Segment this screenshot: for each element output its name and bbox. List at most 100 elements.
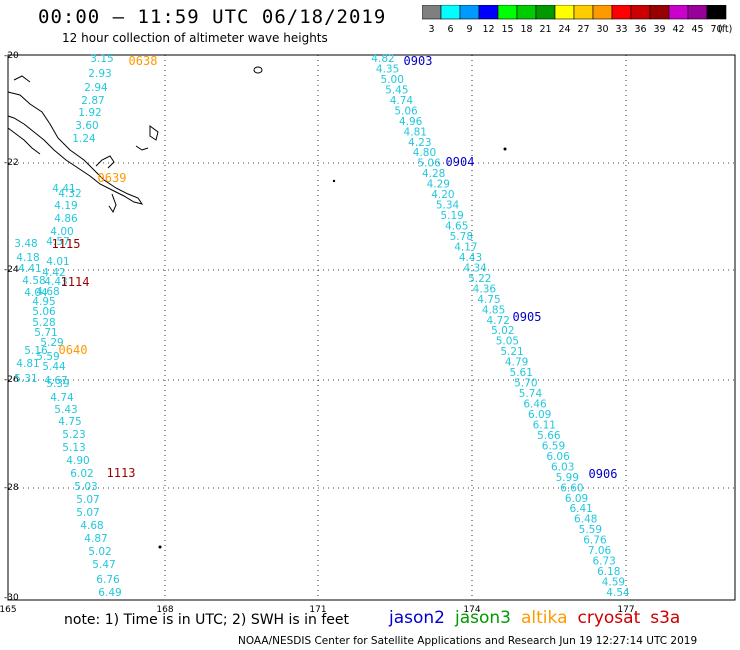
colorbar-label: 12 bbox=[482, 24, 494, 35]
longitude-tick-label: 165 bbox=[0, 605, 17, 615]
jason2-swh-value: 4.82 bbox=[371, 53, 394, 65]
jason2-time-label: 0903 bbox=[404, 54, 433, 68]
altika-swh-value: 4.95 bbox=[32, 296, 55, 308]
credit-line: NOAA/NESDIS Center for Satellite Applica… bbox=[238, 635, 698, 647]
colorbar-label: 6 bbox=[447, 24, 453, 35]
colorbar-label: 9 bbox=[466, 24, 472, 35]
jason2-swh-value: 5.21 bbox=[500, 346, 523, 358]
cryosat-swh-value: 5.43 bbox=[54, 404, 77, 416]
altika-swh-value: 5.71 bbox=[34, 327, 57, 339]
jason2-swh-value: 5.06 bbox=[417, 158, 441, 170]
jason2-swh-value: 5.19 bbox=[440, 210, 463, 222]
colorbar-label: 42 bbox=[672, 24, 684, 35]
coastline bbox=[7, 127, 41, 155]
jason2-swh-value: 5.99 bbox=[556, 472, 579, 484]
latitude-tick-label: -30 bbox=[4, 593, 19, 603]
cryosat-swh-value: 4.18 bbox=[16, 252, 39, 264]
altika-swh-value: 5.06 bbox=[32, 306, 56, 318]
legend-altika: altika bbox=[521, 608, 568, 628]
longitude-tick-label: 177 bbox=[617, 605, 634, 615]
jason2-swh-value: 4.96 bbox=[399, 116, 423, 128]
jason2-swh-value: 4.35 bbox=[376, 63, 399, 75]
colorbar-label: 27 bbox=[577, 24, 589, 35]
jason2-swh-value: 5.61 bbox=[510, 367, 533, 379]
jason2-time-label: 0906 bbox=[589, 467, 618, 481]
legend-s3a: s3a bbox=[650, 608, 681, 628]
jason2-swh-value: 6.46 bbox=[523, 399, 547, 411]
cryosat-swh-value: 5.47 bbox=[92, 559, 115, 571]
jason2-time-label: 0905 bbox=[513, 310, 542, 324]
jason2-swh-value: 4.36 bbox=[473, 283, 497, 295]
island-dot bbox=[158, 545, 162, 549]
altika-swh-value: 5.44 bbox=[42, 361, 66, 373]
cryosat-swh-value: 4.04 bbox=[24, 287, 48, 299]
jason2-swh-value: 6.18 bbox=[597, 566, 620, 578]
jason2-swh-value: 6.41 bbox=[569, 503, 592, 515]
colorbar-label: 30 bbox=[596, 24, 608, 35]
altika-swh-value: 5.31 bbox=[14, 373, 37, 385]
altika-swh-value: 4.57 bbox=[46, 236, 69, 248]
jason2-swh-value: 6.11 bbox=[533, 419, 556, 431]
colorbar-label: 33 bbox=[615, 24, 627, 35]
altika-swh-value: 4.43 bbox=[44, 276, 67, 288]
legend-jason2: jason2 bbox=[389, 608, 445, 628]
cryosat-swh-value: 4.74 bbox=[50, 392, 74, 404]
jason2-swh-value: 4.59 bbox=[602, 577, 625, 589]
island-dot bbox=[503, 147, 507, 151]
latitude-tick-label: -20 bbox=[4, 51, 19, 61]
altika-swh-value: 4.00 bbox=[50, 226, 73, 238]
cryosat-swh-value: 4.90 bbox=[66, 455, 89, 467]
satellite-legend: jason2 jason3 altika cryosat s3a bbox=[389, 608, 690, 628]
jason2-swh-value: 4.81 bbox=[404, 126, 427, 138]
altika-swh-value: 1.24 bbox=[72, 133, 96, 145]
cryosat-swh-value: 6.76 bbox=[96, 574, 120, 586]
map-frame bbox=[7, 54, 736, 601]
jason2-time-label: 0904 bbox=[446, 155, 475, 169]
jason2-swh-value: 5.70 bbox=[514, 378, 537, 390]
colorbar-label: 39 bbox=[653, 24, 665, 35]
longitude-tick-label: 168 bbox=[156, 605, 173, 615]
jason2-swh-value: 5.78 bbox=[450, 231, 473, 243]
cryosat-swh-value: 5.07 bbox=[76, 494, 99, 506]
jason2-swh-value: 6.09 bbox=[565, 493, 588, 505]
jason2-swh-value: 5.02 bbox=[491, 325, 514, 337]
cryosat-swh-value: 4.75 bbox=[58, 416, 81, 428]
altika-swh-value: 4.81 bbox=[16, 358, 39, 370]
cryosat-swh-value: 4.87 bbox=[84, 533, 107, 545]
altika-swh-value: 4.32 bbox=[58, 188, 81, 200]
altika-swh-value: 5.29 bbox=[40, 337, 63, 349]
jason2-swh-value: 4.75 bbox=[477, 294, 500, 306]
longitude-tick-label: 171 bbox=[309, 605, 326, 615]
colorbar-label: 45 bbox=[691, 24, 703, 35]
jason2-swh-value: 4.79 bbox=[505, 357, 528, 369]
jason2-swh-value: 7.06 bbox=[588, 545, 612, 557]
jason2-swh-value: 6.48 bbox=[574, 514, 597, 526]
cryosat-swh-value: 3.48 bbox=[14, 238, 37, 250]
cryosat-time-label: 1113 bbox=[107, 466, 136, 480]
map-title: 00:00 – 11:59 UTC 06/18/2019 bbox=[38, 6, 387, 28]
island-dot bbox=[332, 179, 336, 183]
jason2-swh-value: 4.34 bbox=[463, 262, 487, 274]
jason2-swh-value: 5.59 bbox=[579, 524, 602, 536]
jason2-swh-value: 4.85 bbox=[482, 304, 505, 316]
wave-height-colorbar: 3 6 9 12 15 18 21 24 27 30 33 36 39 42 45 70(ft) bbox=[422, 5, 732, 35]
map-subtitle: 12 hour collection of altimeter wave hei… bbox=[62, 31, 328, 45]
cryosat-swh-value: 4.41 bbox=[18, 263, 41, 275]
altika-swh-value: 5.59 bbox=[36, 351, 59, 363]
jason2-swh-value: 4.20 bbox=[431, 189, 454, 201]
jason2-swh-value: 5.05 bbox=[496, 336, 519, 348]
jason2-swh-value: 6.60 bbox=[560, 482, 583, 494]
coastline bbox=[108, 193, 117, 214]
altika-time-label: 0639 bbox=[98, 171, 127, 185]
jason2-swh-value: 6.09 bbox=[528, 409, 551, 421]
island-outline bbox=[253, 66, 263, 74]
colorbar-unit: (ft) bbox=[718, 24, 732, 35]
altika-swh-value: 5.28 bbox=[32, 317, 55, 329]
jason2-swh-value: 5.45 bbox=[385, 84, 408, 96]
jason2-swh-value: 4.74 bbox=[390, 95, 414, 107]
cryosat-time-label: 1115 bbox=[52, 237, 81, 251]
altika-swh-value: 4.01 bbox=[46, 256, 69, 268]
altika-swh-value: 1.92 bbox=[78, 107, 101, 119]
latitude-tick-label: -28 bbox=[4, 483, 19, 493]
